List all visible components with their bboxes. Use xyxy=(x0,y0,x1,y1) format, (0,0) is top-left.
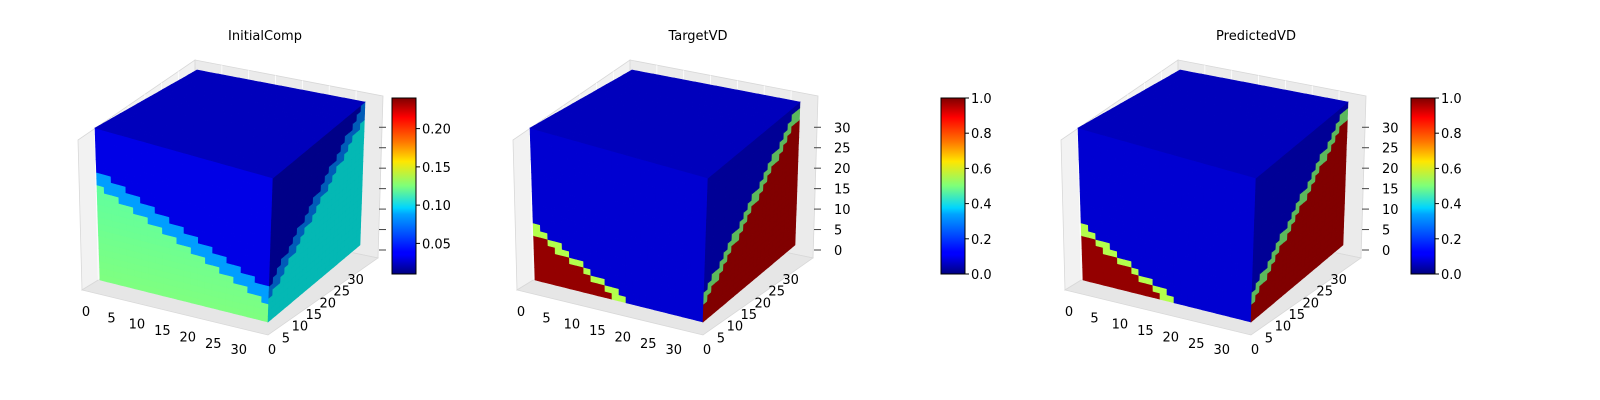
colorbar: 0.0 0.2 0.4 0.6 0.8 1.0 xyxy=(940,92,992,283)
colorbar-gradient xyxy=(391,97,417,275)
colorbar-tick-label: 0.4 xyxy=(971,198,992,213)
x-tick-label: 30 xyxy=(665,343,682,358)
x-tick-label: 30 xyxy=(230,343,247,358)
y-tick-label: 5 xyxy=(717,331,725,346)
grid-line xyxy=(94,128,99,281)
z-tick-label: 15 xyxy=(834,183,851,198)
cube-face-front xyxy=(529,127,709,323)
x-tick-label: 25 xyxy=(205,337,222,352)
z-tick-label: 25 xyxy=(834,142,851,157)
colorbar-tick-label: 0.05 xyxy=(422,237,451,252)
z-tick-label: 10 xyxy=(834,203,851,218)
y-tick-label: 15 xyxy=(306,308,323,323)
colorbar-tick-label: 0.2 xyxy=(971,233,992,248)
z-axis: 0 5 10 15 20 25 30 xyxy=(814,121,851,259)
colorbar: 0.05 0.10 0.15 0.20 xyxy=(391,97,451,275)
chart-title: PredictedVD xyxy=(1216,29,1296,44)
chart-title: InitialComp xyxy=(228,29,302,44)
colorbar-tick-label: 0.10 xyxy=(422,199,451,214)
cube-face-right xyxy=(267,101,366,323)
x-tick-label: 20 xyxy=(180,330,197,345)
x-tick-label: 20 xyxy=(615,330,632,345)
cube-face-front xyxy=(94,127,274,323)
x-tick-label: 0 xyxy=(517,305,525,320)
x-axis: 0 5 10 15 20 25 30 xyxy=(82,305,247,358)
grid-line xyxy=(529,128,534,281)
y-tick-label: 0 xyxy=(268,343,276,358)
colorbar-tick-label: 0.20 xyxy=(422,123,451,138)
cube-face-top xyxy=(94,69,366,179)
x-tick-label: 10 xyxy=(564,318,581,333)
x-tick-label: 15 xyxy=(589,324,606,339)
z-tick-label: 0 xyxy=(834,244,842,259)
y-tick-label: 10 xyxy=(292,320,309,335)
x-tick-label: 0 xyxy=(82,305,90,320)
colorbar-tick-label: 0.15 xyxy=(422,161,451,176)
x-tick-label: 25 xyxy=(640,337,657,352)
y-tick-label: 20 xyxy=(319,296,336,311)
z-axis xyxy=(379,126,386,251)
voxel xyxy=(353,100,366,106)
x-tick-label: 5 xyxy=(107,311,115,326)
y-tick-label: 30 xyxy=(782,273,799,288)
colorbar-gradient xyxy=(940,97,966,275)
y-tick-label: 5 xyxy=(282,331,290,346)
cube-face-top xyxy=(529,69,801,179)
y-tick-label: 0 xyxy=(703,343,711,358)
colorbar-tick-label: 0.8 xyxy=(971,127,992,142)
colorbar-tick-label: 0.6 xyxy=(971,162,992,177)
colorbar-tick-label: 1.0 xyxy=(971,92,992,107)
z-tick-label: 30 xyxy=(834,121,851,136)
y-tick-label: 25 xyxy=(333,285,350,300)
z-tick-label: 20 xyxy=(834,162,851,177)
panel-predictedvd: PredictedVD 0 5 10 15 20 25 30 0510152025300510… xyxy=(1060,29,1462,358)
x-tick-label: 15 xyxy=(154,324,171,339)
panel-targetvd: TargetVD 0 5 10 15 20 25 30 0510152025300510152… xyxy=(512,29,992,358)
z-tick-label: 5 xyxy=(834,224,842,239)
cube-face-right xyxy=(702,101,801,323)
colorbar-tick-label: 0.0 xyxy=(971,268,992,283)
chart-title: TargetVD xyxy=(667,29,727,44)
x-tick-label: 5 xyxy=(542,311,550,326)
x-tick-label: 10 xyxy=(129,318,146,333)
y-tick-label: 30 xyxy=(347,273,364,288)
